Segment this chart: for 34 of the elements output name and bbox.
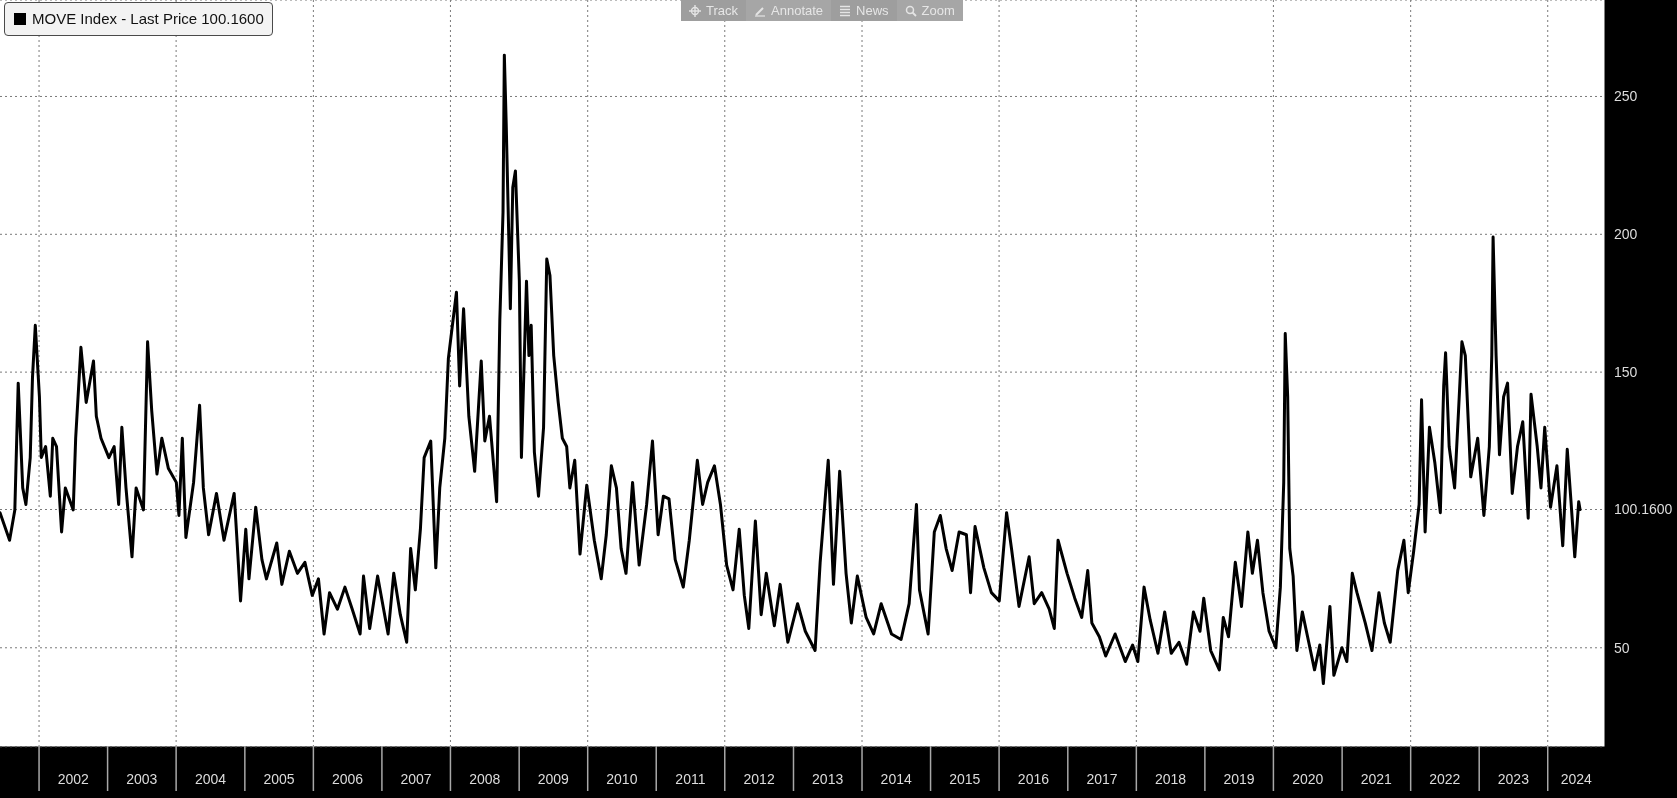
x-tick-label: 2010 (606, 771, 638, 787)
y-tick-label: 200 (1614, 226, 1638, 243)
x-tick-label: 2015 (949, 771, 981, 787)
x-tick-label: 2011 (675, 771, 706, 787)
annotation: Zoom (921, 3, 955, 18)
x-tick-label: 2021 (1360, 771, 1393, 787)
x-tick-label: 2022 (1429, 771, 1461, 787)
y-tick-label: 100.1600 (1614, 501, 1673, 518)
x-tick-label: 2006 (331, 771, 364, 787)
annotation: Track (706, 3, 739, 18)
x-tick-label: 2012 (743, 771, 775, 787)
x-tick-label: 2024 (1560, 771, 1593, 787)
x-tick-label: 2017 (1086, 771, 1118, 787)
y-tick-label: 50 (1614, 639, 1630, 656)
x-tick-label: 2023 (1497, 771, 1530, 787)
x-tick-label: 2020 (1292, 771, 1324, 787)
x-tick-label: 2014 (880, 771, 912, 787)
legend-label: MOVE Index - Last Price 100.1600 (32, 10, 264, 28)
x-tick-label: 2003 (126, 771, 158, 787)
y-tick-label: 150 (1614, 364, 1638, 381)
x-tick-label: 2002 (57, 771, 90, 787)
x-tick-label: 2008 (469, 771, 501, 787)
x-tick-label: 2013 (812, 771, 844, 787)
x-tick-label: 2018 (1154, 771, 1187, 787)
x-tick-label: 2004 (194, 771, 227, 787)
y-tick-label: 250 (1614, 88, 1638, 105)
x-tick-label: 2019 (1223, 771, 1255, 787)
x-tick-label: 2007 (400, 771, 432, 787)
x-tick-label: 2016 (1017, 771, 1050, 787)
x-tick-label: 2009 (537, 771, 570, 787)
annotation: Annotate (771, 3, 824, 18)
line-series (0, 53, 1582, 686)
annotation: News (856, 3, 889, 18)
x-tick-label: 2005 (263, 771, 295, 787)
